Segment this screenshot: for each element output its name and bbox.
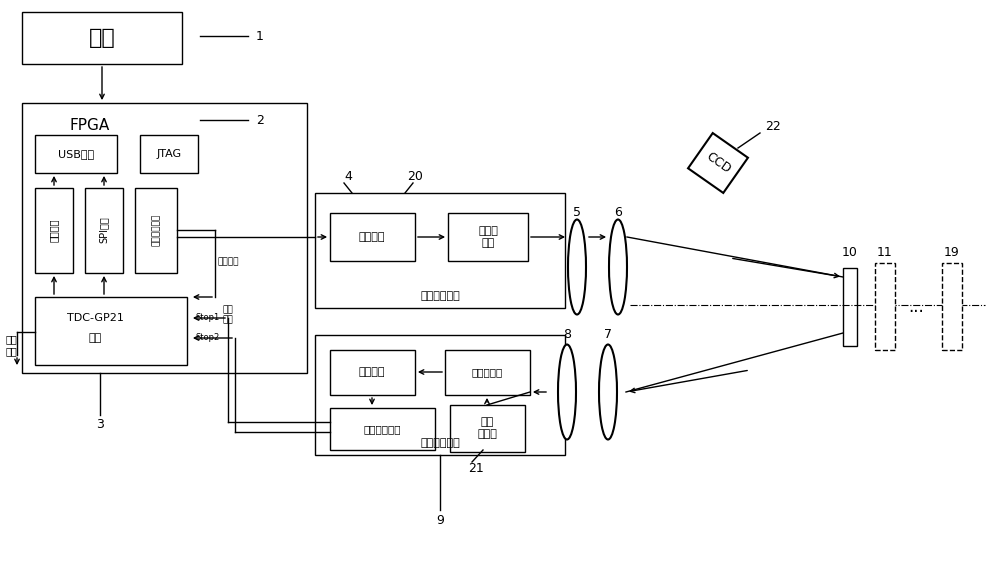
Bar <box>315 193 565 308</box>
Bar <box>22 12 182 64</box>
Ellipse shape <box>609 219 627 315</box>
Text: 芯片: 芯片 <box>88 333 102 343</box>
Text: 激光发射模块: 激光发射模块 <box>420 291 460 301</box>
Text: ...: ... <box>908 298 924 316</box>
Text: SPI接口: SPI接口 <box>99 217 109 244</box>
Text: 6: 6 <box>614 206 622 218</box>
Bar <box>445 350 530 395</box>
Bar <box>942 263 962 350</box>
Text: JTAG: JTAG <box>156 149 182 159</box>
Bar <box>448 213 528 261</box>
Text: 9: 9 <box>436 513 444 527</box>
Text: 10: 10 <box>842 245 858 258</box>
Text: 激光二
极管: 激光二 极管 <box>478 226 498 248</box>
Ellipse shape <box>568 219 586 315</box>
Bar <box>843 268 857 346</box>
Bar <box>140 135 198 173</box>
Text: 22: 22 <box>765 120 781 132</box>
Text: 4: 4 <box>344 170 352 182</box>
Text: 7: 7 <box>604 328 612 342</box>
Text: 21: 21 <box>468 462 484 476</box>
Bar <box>688 133 748 193</box>
Text: 中断
信号: 中断 信号 <box>5 334 17 356</box>
Text: 激光接收模块: 激光接收模块 <box>420 438 460 448</box>
Bar <box>330 350 415 395</box>
Text: 电脑: 电脑 <box>89 28 115 48</box>
Ellipse shape <box>558 344 576 439</box>
Bar <box>330 408 435 450</box>
Text: 8: 8 <box>563 328 571 342</box>
Text: 19: 19 <box>944 245 960 258</box>
Bar <box>85 188 123 273</box>
Bar <box>35 135 117 173</box>
Text: Stop2: Stop2 <box>196 333 220 343</box>
Text: 主放大器: 主放大器 <box>359 367 385 377</box>
Text: 中断信号: 中断信号 <box>49 218 59 242</box>
Bar <box>450 405 525 452</box>
Text: 时刻鉴别电路: 时刻鉴别电路 <box>363 424 401 434</box>
Bar <box>35 297 187 365</box>
Text: 起始信号: 起始信号 <box>217 257 239 266</box>
Bar <box>35 188 73 273</box>
Bar <box>315 335 565 455</box>
Bar <box>22 103 307 373</box>
Text: 2: 2 <box>256 113 264 127</box>
Bar <box>330 213 415 261</box>
Text: 雪崩
二极管: 雪崩 二极管 <box>477 417 497 439</box>
Text: 20: 20 <box>407 170 423 182</box>
Text: 11: 11 <box>877 245 893 258</box>
Text: 3: 3 <box>96 418 104 431</box>
Text: CCD: CCD <box>703 150 733 176</box>
Text: USB接口: USB接口 <box>58 149 94 159</box>
Text: TDC-GP21: TDC-GP21 <box>67 313 123 323</box>
Bar <box>135 188 177 273</box>
Text: Stop1: Stop1 <box>196 313 220 323</box>
Text: 驱动电路: 驱动电路 <box>359 232 385 242</box>
Bar <box>875 263 895 350</box>
Text: 5: 5 <box>573 206 581 218</box>
Text: 1: 1 <box>256 29 264 42</box>
Text: 前置放大器: 前置放大器 <box>471 367 503 377</box>
Text: FPGA: FPGA <box>70 117 110 132</box>
Text: 截止
信号: 截止 信号 <box>223 305 233 325</box>
Ellipse shape <box>599 344 617 439</box>
Text: 脉冲发生模块: 脉冲发生模块 <box>152 214 160 246</box>
